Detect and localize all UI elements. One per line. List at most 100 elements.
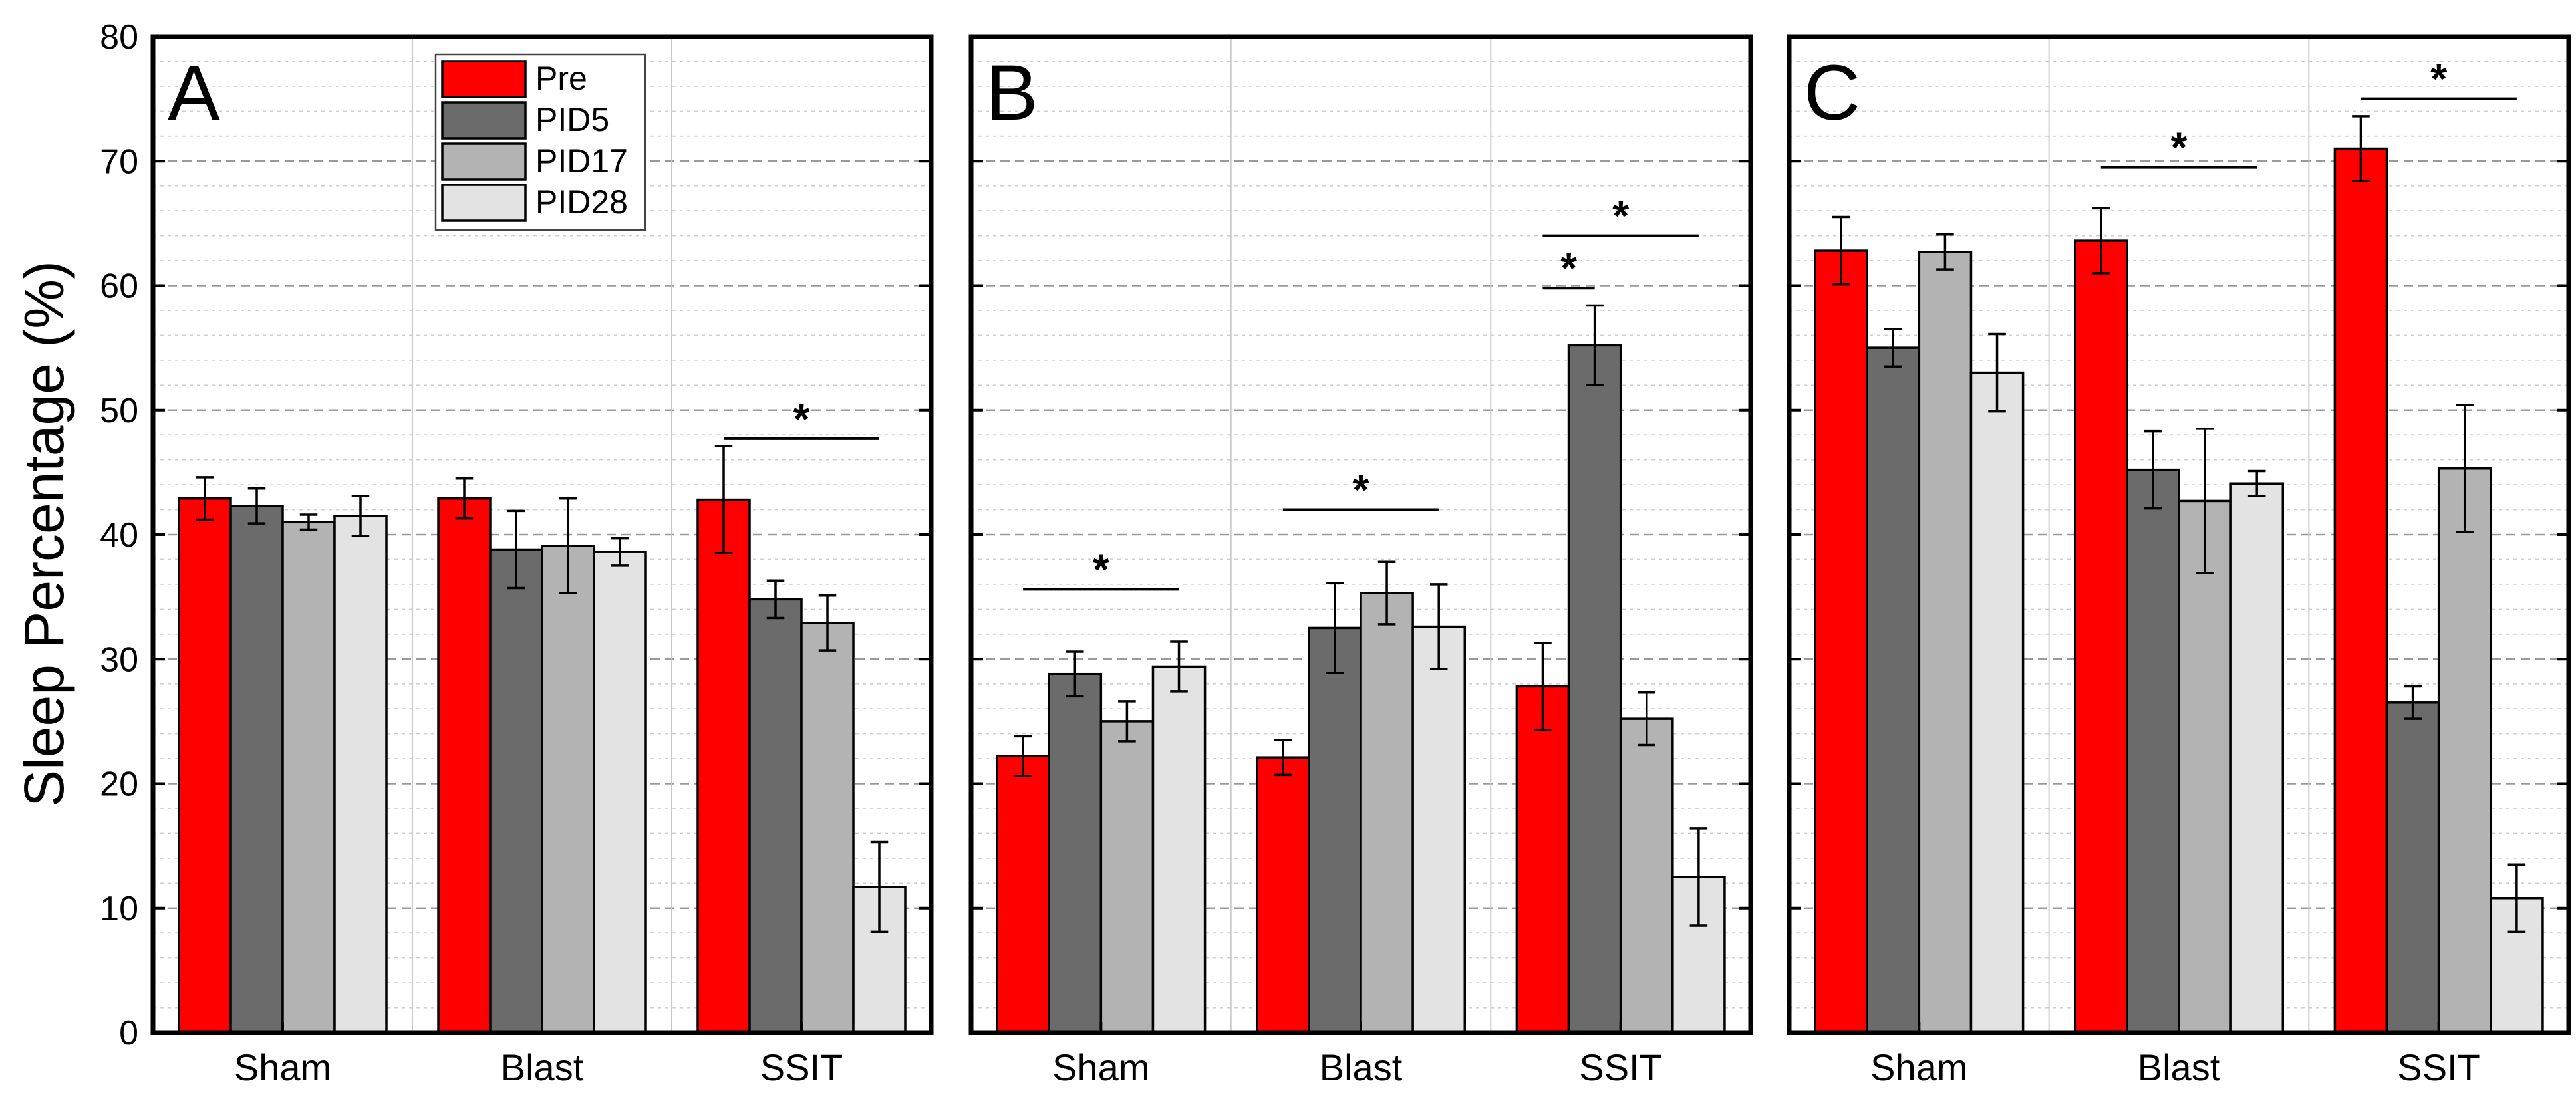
significance-star-B-3: * bbox=[1612, 192, 1629, 240]
bar-C-Blast-Pre bbox=[2073, 239, 2128, 1034]
bar-C-Sham-PID17 bbox=[1918, 251, 1973, 1034]
error-bar-C-Blast-PID28 bbox=[2247, 469, 2266, 497]
legend: Pre PID5 PID17 PID28 bbox=[434, 53, 646, 231]
error-bar-A-SSIT-PID5 bbox=[766, 579, 785, 620]
significance-star-B-2: * bbox=[1560, 244, 1577, 292]
bar-B-Blast-PID28 bbox=[1411, 625, 1467, 1034]
error-bar-C-SSIT-PID17 bbox=[2456, 404, 2474, 534]
legend-label-Pre: Pre bbox=[535, 60, 587, 97]
panel-letter-C: C bbox=[1804, 49, 1860, 137]
bar-A-Sham-PID28 bbox=[333, 515, 388, 1034]
y-tick-label: 80 bbox=[100, 18, 138, 57]
bar-A-SSIT-PID5 bbox=[748, 598, 803, 1034]
y-tick-label: 60 bbox=[100, 267, 138, 306]
y-tick-label: 20 bbox=[100, 765, 138, 804]
error-bar-A-Sham-PID17 bbox=[299, 513, 318, 531]
panel-letter-A: A bbox=[168, 49, 220, 137]
y-tick-label: 10 bbox=[100, 890, 138, 928]
x-tick-label-sham: Sham bbox=[1052, 1046, 1149, 1088]
bar-A-SSIT-PID17 bbox=[800, 622, 855, 1034]
error-bar-B-Sham-Pre bbox=[1014, 735, 1032, 778]
bar-C-SSIT-PID5 bbox=[2385, 701, 2440, 1034]
error-bar-A-SSIT-PID28 bbox=[870, 840, 889, 933]
x-tick-label-sham: Sham bbox=[1870, 1046, 1967, 1088]
error-bar-B-SSIT-PID5 bbox=[1586, 304, 1604, 387]
significance-star-A-0: * bbox=[793, 395, 810, 443]
legend-swatch-PID17 bbox=[441, 142, 527, 181]
x-tick-label-sham: Sham bbox=[234, 1046, 331, 1088]
bar-A-SSIT-Pre bbox=[696, 498, 751, 1034]
bar-B-Blast-PID17 bbox=[1360, 592, 1414, 1034]
error-bar-B-Sham-PID5 bbox=[1066, 650, 1084, 698]
significance-star-B-1: * bbox=[1353, 466, 1369, 514]
error-bar-C-Blast-PID17 bbox=[2196, 428, 2214, 574]
error-bar-A-Sham-PID5 bbox=[247, 487, 266, 525]
y-tick-label: 40 bbox=[100, 516, 138, 554]
error-bar-C-Blast-Pre bbox=[2092, 207, 2110, 275]
error-bar-A-Blast-PID17 bbox=[559, 497, 577, 594]
error-bar-A-Blast-Pre bbox=[455, 477, 474, 520]
bar-A-Sham-PID5 bbox=[229, 505, 284, 1034]
bar-B-SSIT-Pre bbox=[1515, 685, 1570, 1034]
y-axis-label: Sleep Percentage (%) bbox=[13, 261, 75, 807]
error-bar-A-SSIT-PID17 bbox=[818, 594, 837, 652]
error-bar-C-Sham-Pre bbox=[1832, 215, 1850, 286]
error-bar-B-SSIT-PID28 bbox=[1689, 827, 1708, 927]
bar-B-SSIT-PID5 bbox=[1567, 344, 1622, 1034]
x-tick-label-blast: Blast bbox=[2138, 1046, 2221, 1088]
bar-B-SSIT-PID17 bbox=[1619, 717, 1674, 1034]
significance-star-C-1: * bbox=[2430, 55, 2447, 103]
legend-label-PID17: PID17 bbox=[535, 142, 628, 180]
x-tick-label-blast: Blast bbox=[1320, 1046, 1403, 1088]
panel-letter-B: B bbox=[986, 49, 1038, 137]
bar-B-Sham-Pre bbox=[996, 755, 1050, 1034]
x-tick-label-blast: Blast bbox=[501, 1046, 584, 1088]
error-bar-A-Sham-PID28 bbox=[351, 495, 370, 537]
bar-A-Blast-PID28 bbox=[593, 551, 647, 1034]
bar-B-Blast-PID5 bbox=[1308, 626, 1362, 1034]
x-tick-label-ssit: SSIT bbox=[2397, 1046, 2480, 1088]
error-bar-A-Blast-PID28 bbox=[611, 537, 629, 567]
error-bar-B-Blast-Pre bbox=[1274, 739, 1292, 777]
x-tick-label-ssit: SSIT bbox=[1579, 1046, 1661, 1088]
bar-B-Sham-PID5 bbox=[1048, 672, 1103, 1034]
error-bar-B-Sham-PID17 bbox=[1118, 700, 1136, 743]
bar-B-Sham-PID28 bbox=[1151, 665, 1207, 1034]
bar-B-Sham-PID17 bbox=[1099, 720, 1155, 1034]
bar-A-Blast-PID17 bbox=[541, 545, 595, 1034]
bar-A-Sham-PID17 bbox=[281, 521, 336, 1034]
bar-C-Sham-PID28 bbox=[1969, 371, 2025, 1034]
legend-label-PID28: PID28 bbox=[535, 184, 628, 221]
significance-star-B-0: * bbox=[1093, 545, 1109, 593]
bar-A-Blast-PID5 bbox=[489, 548, 543, 1034]
error-bar-B-Blast-PID17 bbox=[1377, 560, 1396, 626]
error-bar-B-Sham-PID28 bbox=[1170, 640, 1188, 693]
panel-A: * 0 10 20 30 40 50 60 70 80 Sham Blast SSIT A bbox=[100, 18, 934, 1088]
bar-C-Sham-PID5 bbox=[1866, 346, 1921, 1034]
significance-star-C-0: * bbox=[2171, 124, 2188, 172]
legend-swatch-PID5 bbox=[441, 101, 527, 140]
y-tick-label: 70 bbox=[100, 142, 138, 181]
error-bar-C-Sham-PID5 bbox=[1884, 328, 1902, 368]
error-bar-A-Blast-PID5 bbox=[507, 509, 525, 590]
error-bar-C-Blast-PID5 bbox=[2144, 429, 2162, 510]
error-bar-C-SSIT-PID28 bbox=[2507, 863, 2526, 933]
y-tick-label: 30 bbox=[100, 640, 138, 679]
legend-label-PID5: PID5 bbox=[535, 101, 609, 138]
bar-C-Blast-PID17 bbox=[2178, 499, 2232, 1034]
bar-C-Blast-PID5 bbox=[2126, 468, 2180, 1034]
bar-B-Blast-Pre bbox=[1255, 756, 1310, 1034]
bar-C-Sham-Pre bbox=[1814, 249, 1868, 1034]
x-tick-label-ssit: SSIT bbox=[760, 1046, 843, 1088]
error-bar-B-Blast-PID28 bbox=[1429, 583, 1448, 670]
bar-A-Blast-Pre bbox=[437, 497, 492, 1034]
error-bar-B-SSIT-PID17 bbox=[1638, 691, 1656, 747]
error-bar-B-Blast-PID5 bbox=[1326, 582, 1344, 674]
y-tick-label: 50 bbox=[100, 392, 138, 430]
y-tick-label: 0 bbox=[119, 1014, 138, 1052]
error-bar-C-SSIT-PID5 bbox=[2404, 685, 2422, 720]
bar-C-SSIT-Pre bbox=[2333, 147, 2388, 1034]
bar-C-SSIT-PID17 bbox=[2437, 467, 2492, 1034]
error-bar-A-Sham-Pre bbox=[196, 476, 214, 521]
